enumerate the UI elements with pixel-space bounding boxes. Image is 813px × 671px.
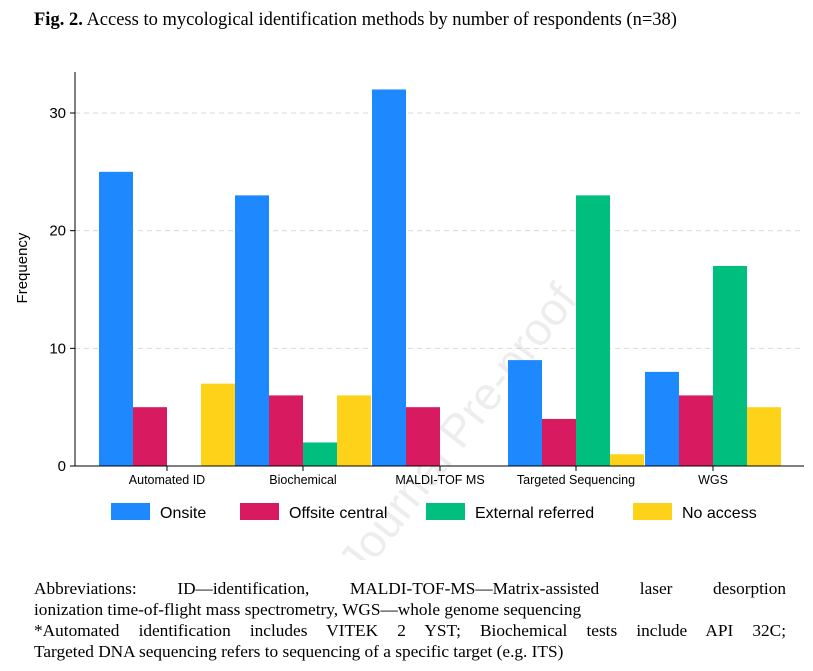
bar <box>133 407 167 466</box>
bar <box>269 395 303 466</box>
bar <box>542 418 576 466</box>
bar <box>747 407 781 466</box>
x-tick-label: WGS <box>698 473 728 487</box>
bar <box>303 442 337 466</box>
bar <box>576 195 610 466</box>
bar <box>337 395 371 466</box>
bars <box>99 89 781 467</box>
y-ticks: 0 10 20 30 <box>49 105 75 475</box>
y-tick-label: 30 <box>49 105 66 122</box>
y-tick-label: 0 <box>58 458 66 475</box>
legend: Onsite Offsite central External referred No… <box>111 503 757 522</box>
figure-label: Fig. 2. <box>34 10 83 30</box>
bar <box>508 360 542 466</box>
notes-line-3: *Automated identification includes VITEK… <box>34 621 786 640</box>
bar <box>645 371 679 466</box>
y-tick-label: 20 <box>49 223 66 240</box>
y-tick-label: 10 <box>49 340 66 357</box>
y-axis-label: Frequency <box>14 232 31 303</box>
notes-line-1: Abbreviations: ID—identification, MALDI-… <box>34 579 786 598</box>
x-tick-label: MALDI-TOF MS <box>395 473 484 487</box>
bar <box>679 395 713 466</box>
bar <box>201 383 235 466</box>
legend-swatch <box>240 503 279 520</box>
figure-caption: Fig. 2. Access to mycological identifica… <box>34 10 677 31</box>
gridlines <box>75 112 804 349</box>
bar <box>235 195 269 466</box>
notes-line-4: Targeted DNA sequencing refers to sequen… <box>34 642 564 661</box>
x-tick-label: Targeted Sequencing <box>517 473 635 487</box>
legend-label: No access <box>682 505 757 522</box>
x-tick-label: Biochemical <box>269 473 336 487</box>
legend-swatch <box>111 503 150 520</box>
legend-swatch <box>426 503 465 520</box>
legend-swatch <box>633 503 672 520</box>
bar <box>406 407 440 466</box>
x-tick-label: Automated ID <box>129 473 205 487</box>
x-ticks: Automated ID Biochemical MALDI-TOF MS Targe… <box>129 466 728 487</box>
bar <box>713 265 747 466</box>
bar <box>372 89 406 466</box>
figure-title: Access to mycological identification met… <box>86 10 677 30</box>
figure-notes: Abbreviations: ID—identification, MALDI-… <box>34 578 786 662</box>
bar <box>610 454 644 466</box>
notes-line-2: ionization time-of-flight mass spectrome… <box>34 600 582 619</box>
legend-label: Onsite <box>160 505 206 522</box>
bar <box>99 171 133 467</box>
legend-label: External referred <box>475 505 594 522</box>
legend-label: Offsite central <box>289 505 387 522</box>
